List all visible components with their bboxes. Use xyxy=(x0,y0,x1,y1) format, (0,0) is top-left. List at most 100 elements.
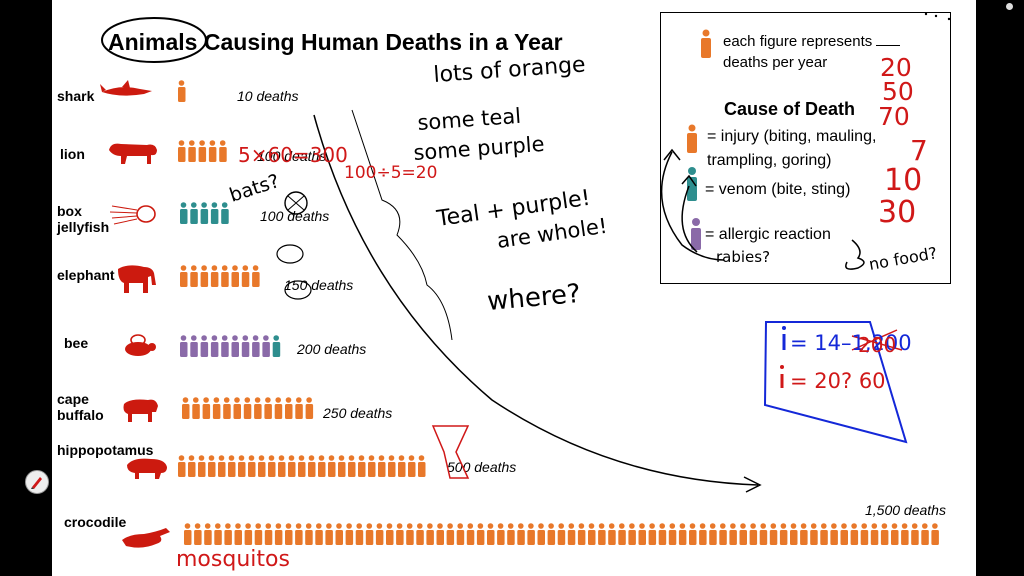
deaths-label-shark: 10 deaths xyxy=(237,88,299,104)
pictograph-figure xyxy=(749,523,758,545)
pictograph-figure xyxy=(254,523,263,545)
pictograph-figure xyxy=(285,397,293,419)
pictograph-figure xyxy=(375,523,384,545)
pictograph-figure xyxy=(527,523,535,545)
ink-hourglass xyxy=(431,425,470,479)
label-box-jellyfish: box jellyfish xyxy=(57,203,117,235)
ink-arrow-curve xyxy=(313,114,759,486)
pictograph-figure xyxy=(820,523,828,545)
pictograph-figure xyxy=(190,265,198,287)
legend-box: each figure represents deaths per year C… xyxy=(660,12,951,284)
pictograph-figure xyxy=(258,455,266,477)
pictograph-figure xyxy=(182,397,190,419)
legend-figure-line2: deaths per year xyxy=(723,54,828,71)
pictograph-figure xyxy=(305,523,313,545)
pictograph-figure xyxy=(418,455,426,477)
pictograph-figure xyxy=(305,397,314,419)
pictograph-figure xyxy=(699,523,707,545)
buffalo-icon xyxy=(123,399,158,422)
pictograph-figure xyxy=(180,202,188,224)
label-bee: bee xyxy=(64,335,89,351)
pictograph-figure xyxy=(298,455,306,477)
pictograph-figure xyxy=(408,455,416,477)
pictograph-figure xyxy=(262,335,270,357)
pen-tool-button[interactable] xyxy=(25,470,49,494)
pictograph-figure xyxy=(378,455,386,477)
pictograph-figure xyxy=(219,140,227,162)
pictograph-figure xyxy=(830,523,838,545)
legend-figure-orange-icon xyxy=(701,29,711,58)
pictograph-figure xyxy=(308,455,316,477)
pictograph-figure xyxy=(598,523,606,545)
pictograph-figure xyxy=(328,455,336,477)
label-shark: shark xyxy=(57,88,95,104)
pictograph-figure xyxy=(507,523,515,545)
pictograph-figure xyxy=(446,523,455,545)
elephant-icon xyxy=(118,265,156,293)
shark-icon xyxy=(100,80,152,98)
ink-mosquitos: mosquitos xyxy=(176,547,290,572)
ink-num-50: 50 xyxy=(882,77,914,106)
pictograph-figure xyxy=(202,397,211,419)
hippo-icon xyxy=(127,458,167,479)
pictograph-figure xyxy=(264,397,272,419)
pictograph-figure xyxy=(358,455,366,477)
label-crocodile: crocodile xyxy=(64,514,127,530)
pictograph-figure xyxy=(254,397,262,419)
pictograph-figure xyxy=(221,335,229,357)
right-black-bar xyxy=(976,0,1024,576)
pictograph-figure xyxy=(241,335,250,357)
pictograph-figure xyxy=(212,397,221,419)
pictograph-figure xyxy=(264,523,273,545)
pictograph-figure xyxy=(295,397,303,419)
pictograph-figure xyxy=(901,523,909,545)
pictograph-figure xyxy=(180,265,188,287)
pictograph-figure xyxy=(252,335,260,357)
bee-icon xyxy=(125,334,156,356)
close-icon[interactable] xyxy=(1006,3,1013,10)
ink-num-30: 30 xyxy=(878,195,916,230)
label-elephant: elephant xyxy=(57,267,115,283)
jellyfish-icon xyxy=(110,205,156,225)
pictograph-figure xyxy=(739,523,747,545)
ink-num-70: 70 xyxy=(878,102,910,131)
pictograph-figure xyxy=(628,523,636,545)
pictograph-figure xyxy=(345,523,354,545)
pictograph-figure xyxy=(689,523,697,545)
legend-figure-line1: each figure represents xyxy=(723,33,901,50)
deaths-label-bee: 200 deaths xyxy=(297,341,367,357)
pictograph-figure xyxy=(891,523,899,545)
ink-blue-2: = 20? 60 xyxy=(790,369,886,393)
legend-injury-2: trampling, goring) xyxy=(707,152,832,169)
pictograph-figure xyxy=(729,523,737,545)
whiteboard-canvas[interactable]: Animals Causing Human Deaths in a Year s… xyxy=(52,0,976,576)
pictograph-figure xyxy=(194,523,202,545)
pictograph-figure xyxy=(368,455,376,477)
pictograph-figure xyxy=(557,523,566,545)
pictograph-figure xyxy=(870,523,879,545)
pictograph-figure xyxy=(398,455,406,477)
pictograph-figure xyxy=(178,455,186,477)
pictograph-figure xyxy=(274,523,283,545)
pictograph-figure xyxy=(850,523,859,545)
pictograph-figure xyxy=(210,202,219,224)
legend-injury-1: = injury (biting, mauling, xyxy=(707,128,877,145)
ink-num-10: 10 xyxy=(884,163,922,198)
pictograph-figure xyxy=(178,140,186,162)
pictograph-figure xyxy=(588,523,596,545)
pictograph-figure xyxy=(406,523,414,545)
pictograph-figure xyxy=(208,455,216,477)
pictograph-figure xyxy=(810,523,818,545)
pictograph-figure xyxy=(517,523,525,545)
pictograph-figure xyxy=(188,140,196,162)
pictograph-figure xyxy=(638,523,646,545)
pictograph-figure xyxy=(190,335,198,357)
pictograph-figure xyxy=(234,523,242,545)
pictograph-figure xyxy=(231,265,239,287)
pictograph-figure xyxy=(426,523,434,545)
legend-injury-icon xyxy=(687,124,697,153)
label-lion: lion xyxy=(60,146,85,162)
pictograph-figure xyxy=(221,265,229,287)
pictograph-figure xyxy=(318,455,326,477)
pictograph-figure xyxy=(416,523,424,545)
